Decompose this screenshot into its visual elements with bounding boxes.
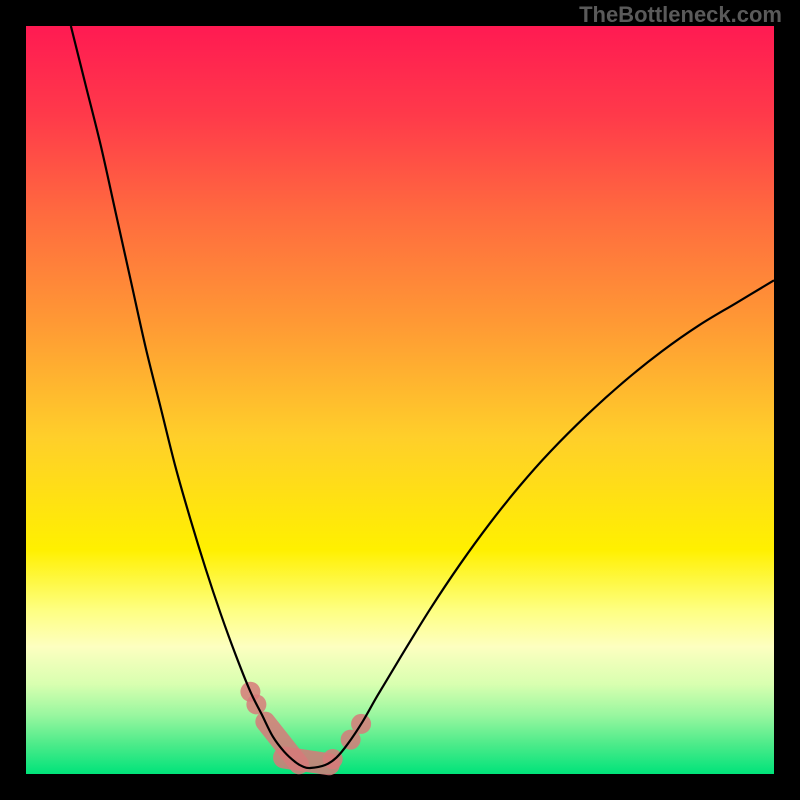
bottleneck-curve	[26, 26, 774, 774]
watermark-text: TheBottleneck.com	[579, 2, 782, 28]
chart-frame	[0, 0, 800, 800]
plot-area	[26, 26, 774, 774]
